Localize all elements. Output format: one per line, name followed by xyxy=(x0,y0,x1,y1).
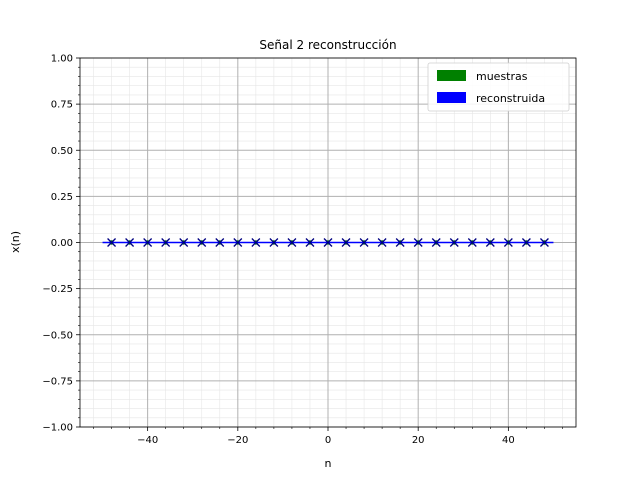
x-tick-label: 20 xyxy=(412,435,425,446)
cross-marker xyxy=(485,238,495,247)
cross-stroke xyxy=(233,238,243,247)
x-axis-label: n xyxy=(325,457,332,470)
cross-stroke xyxy=(251,238,261,247)
cross-marker xyxy=(503,238,513,247)
cross-stroke xyxy=(539,238,549,247)
cross-stroke xyxy=(143,238,153,247)
y-tick-label: −0.50 xyxy=(42,330,73,341)
cross-marker xyxy=(179,238,189,247)
y-tick-label: 0.00 xyxy=(51,238,73,249)
cross-stroke xyxy=(503,238,513,247)
cross-stroke xyxy=(161,238,171,247)
cross-marker xyxy=(539,238,549,247)
cross-stroke xyxy=(521,238,531,247)
y-tick-label: −0.25 xyxy=(42,284,73,295)
cross-stroke xyxy=(449,238,459,247)
cross-stroke xyxy=(413,238,423,247)
cross-stroke xyxy=(395,238,405,247)
cross-stroke xyxy=(179,238,189,247)
cross-stroke xyxy=(377,238,387,247)
plot-area xyxy=(102,238,554,247)
chart-title: Señal 2 reconstrucción xyxy=(259,38,396,52)
cross-marker xyxy=(431,238,441,247)
plot-frame xyxy=(79,57,577,428)
x-tick-label: 0 xyxy=(325,435,331,446)
legend: muestras reconstruida xyxy=(427,62,570,112)
x-tick-label: −40 xyxy=(137,435,158,446)
cross-stroke xyxy=(125,238,135,247)
cross-stroke xyxy=(431,238,441,247)
cross-stroke xyxy=(215,238,225,247)
cross-marker xyxy=(287,238,297,247)
cross-stroke xyxy=(287,238,297,247)
y-tick-label: 0.25 xyxy=(51,192,73,203)
cross-marker xyxy=(449,238,459,247)
legend-label-reconstruida: reconstruida xyxy=(476,92,545,105)
y-tick-label: −0.75 xyxy=(42,376,73,387)
y-tick-label: 0.50 xyxy=(51,146,73,157)
cross-stroke xyxy=(359,238,369,247)
cross-marker xyxy=(467,238,477,247)
cross-marker xyxy=(521,238,531,247)
ticks: −40 −20 0 20 40 −1.00 −0.75 −0.50 −0.25 0.00 0.25 0… xyxy=(42,54,563,446)
cross-stroke xyxy=(341,238,351,247)
cross-marker xyxy=(161,238,171,247)
cross-marker xyxy=(197,238,207,247)
cross-marker xyxy=(251,238,261,247)
cross-marker xyxy=(323,238,333,247)
cross-stroke xyxy=(269,238,279,247)
cross-stroke xyxy=(107,238,117,247)
cross-marker xyxy=(107,238,117,247)
y-axis-label: x(n) xyxy=(9,231,22,253)
legend-label-muestras: muestras xyxy=(476,70,528,83)
cross-marker xyxy=(377,238,387,247)
cross-marker xyxy=(395,238,405,247)
cross-marker xyxy=(341,238,351,247)
cross-stroke xyxy=(467,238,477,247)
x-tick-label: 40 xyxy=(502,435,515,446)
cross-marker xyxy=(215,238,225,247)
cross-stroke xyxy=(323,238,333,247)
x-tick-label: −20 xyxy=(227,435,248,446)
cross-stroke xyxy=(305,238,315,247)
cross-marker xyxy=(269,238,279,247)
y-tick-label: 1.00 xyxy=(51,54,73,65)
cross-marker xyxy=(143,238,153,247)
cross-marker xyxy=(233,238,243,247)
legend-swatch-muestras xyxy=(437,70,466,81)
cross-marker xyxy=(413,238,423,247)
y-tick-label: −1.00 xyxy=(42,423,73,434)
cross-marker xyxy=(125,238,135,247)
legend-swatch-reconstruida xyxy=(437,92,466,103)
cross-stroke xyxy=(197,238,207,247)
cross-marker xyxy=(305,238,315,247)
cross-marker xyxy=(359,238,369,247)
y-tick-label: 0.75 xyxy=(51,100,73,111)
cross-stroke xyxy=(485,238,495,247)
